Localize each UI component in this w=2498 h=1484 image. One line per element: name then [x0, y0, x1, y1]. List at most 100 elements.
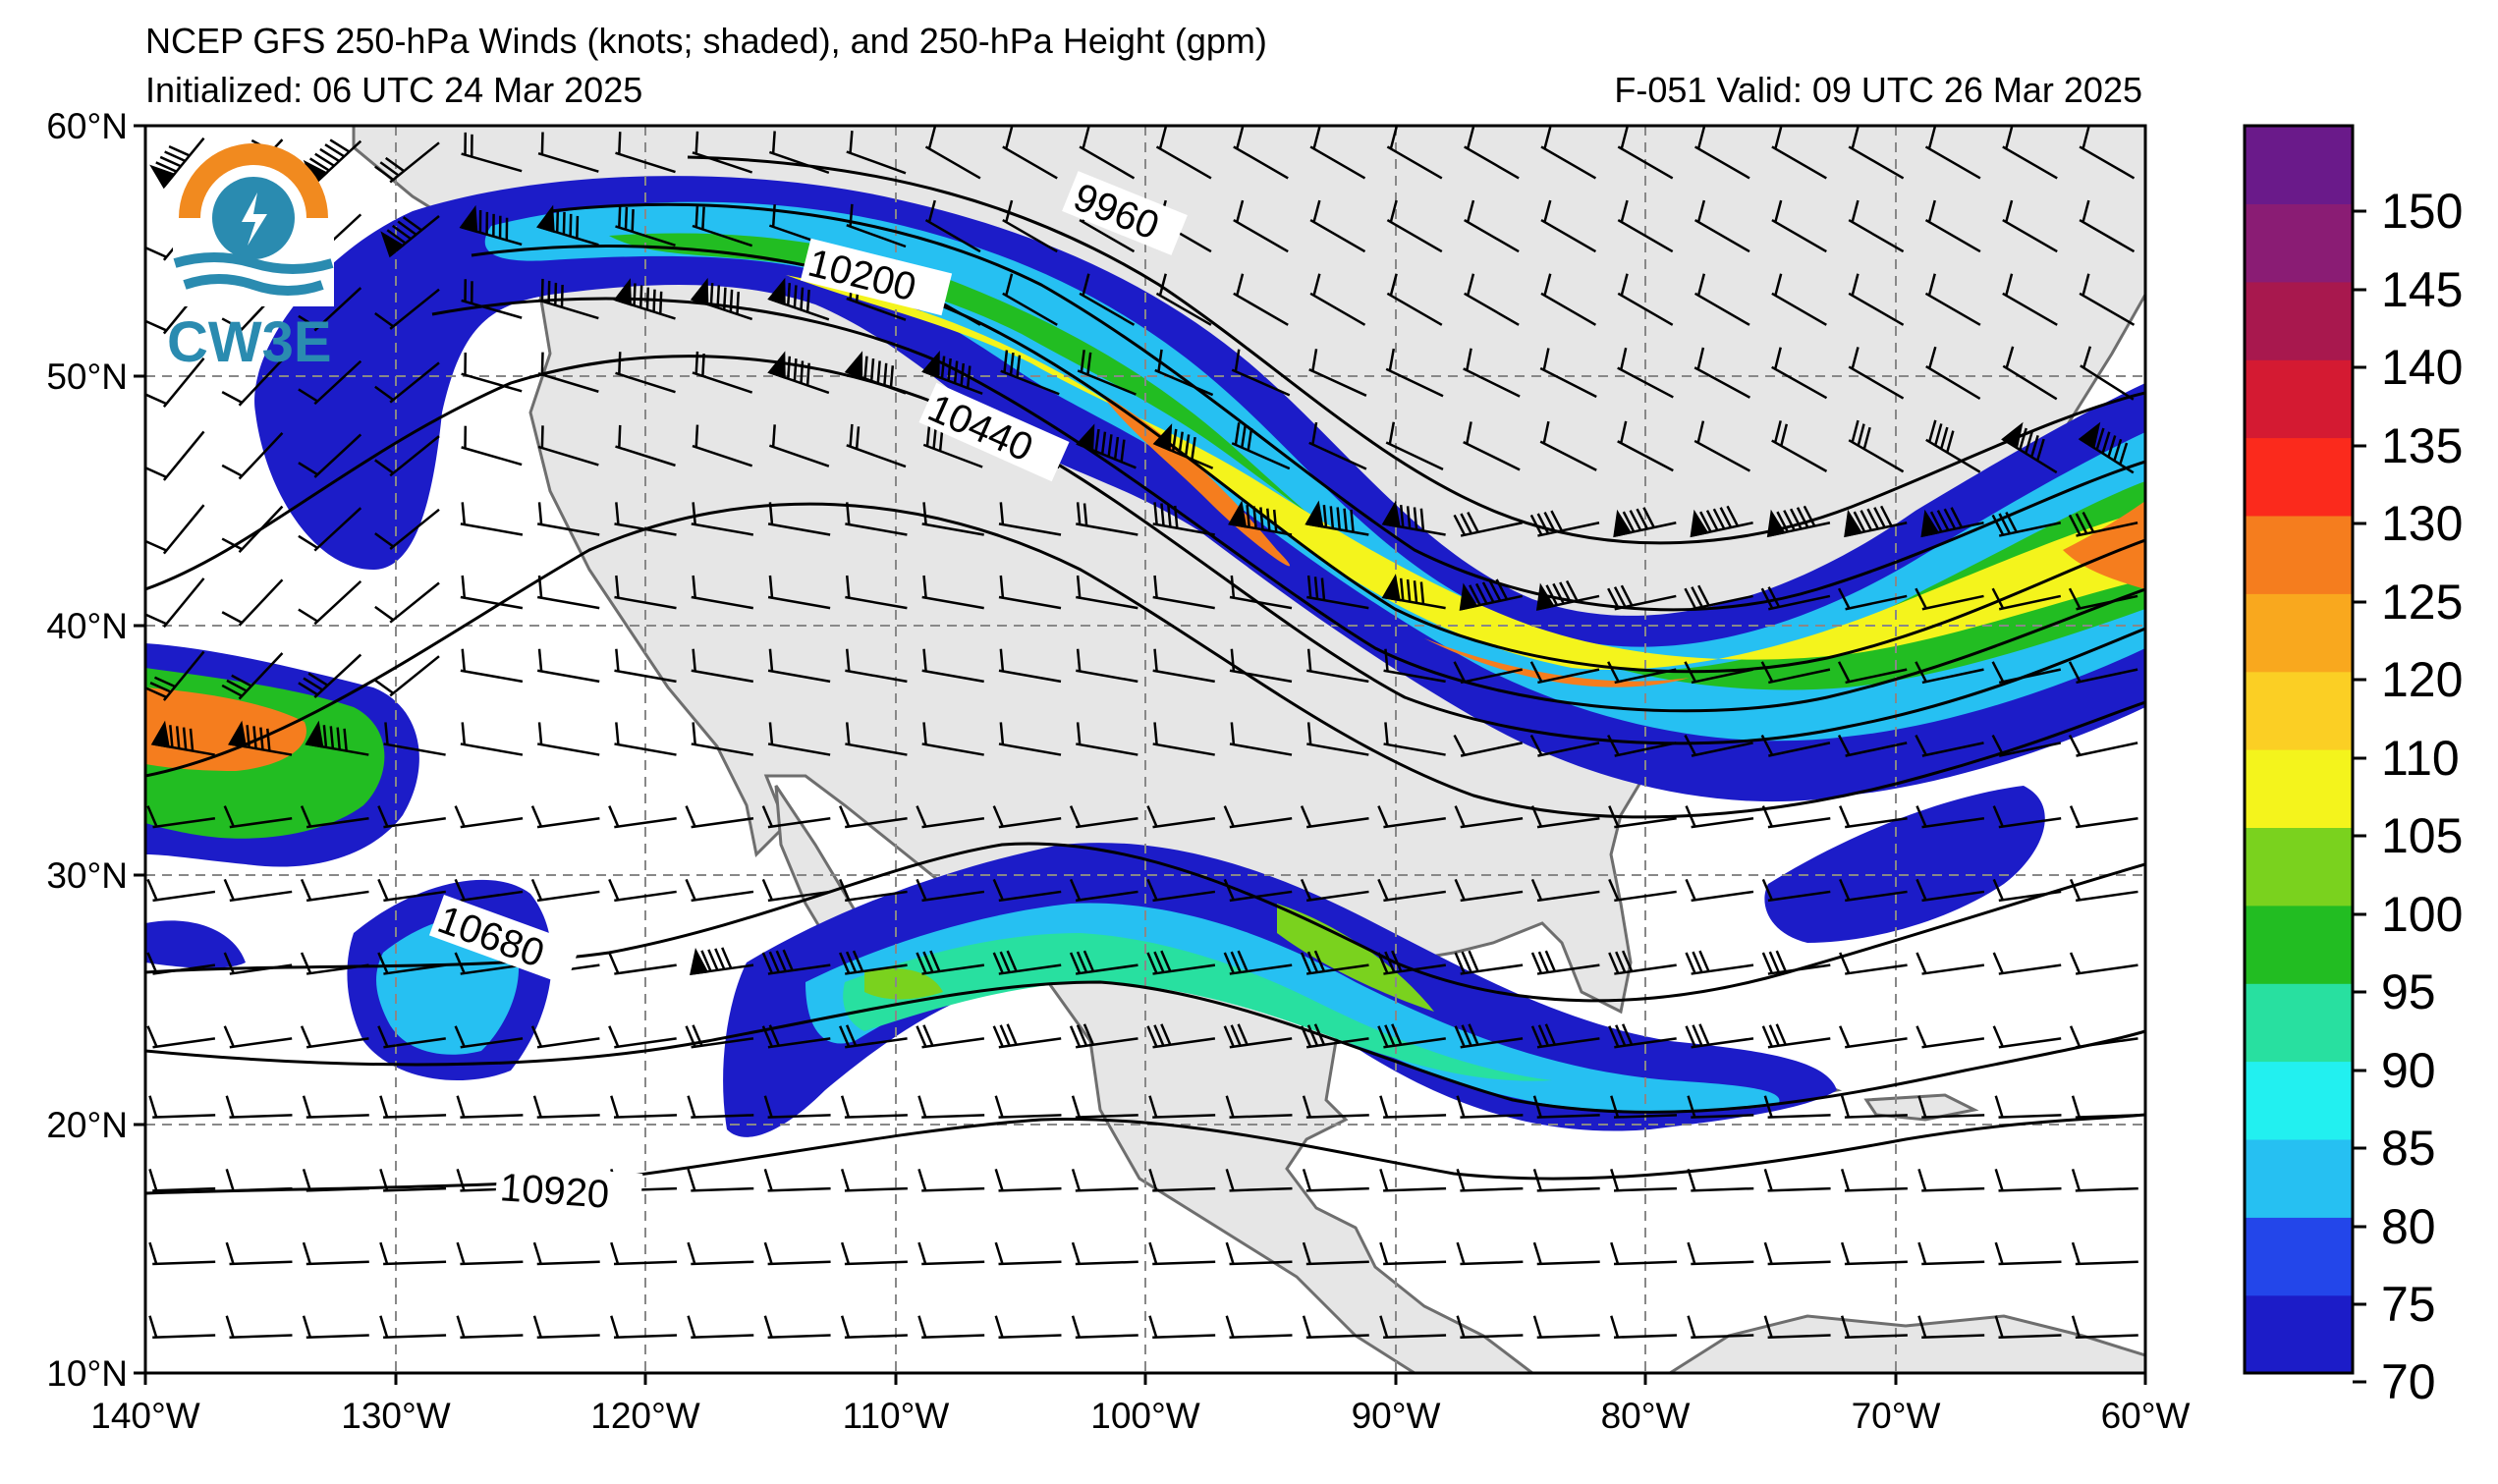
wind-barb [768, 424, 830, 467]
wind-barb [1924, 199, 1981, 253]
wind-barb [767, 648, 831, 684]
wind-barb [1071, 1169, 1138, 1192]
wind-barb [767, 351, 830, 395]
lon-label-110w: 110°W [843, 1396, 950, 1436]
wind-barb [1300, 878, 1369, 903]
wind-barb [535, 204, 599, 247]
wind-barb [1610, 1095, 1678, 1119]
cb-label-5: 95 [2381, 964, 2436, 1019]
wind-barb [2079, 273, 2136, 326]
wind-barb [228, 720, 293, 756]
wind-barb [1148, 1169, 1216, 1192]
wind-barb [1381, 500, 1446, 536]
cb-label-12: 135 [2381, 418, 2463, 473]
wind-barb [148, 1241, 216, 1266]
wind-barb [1530, 950, 1600, 975]
wind-barb [221, 432, 284, 480]
wind-barb [1617, 199, 1674, 253]
logo-wave-icon [173, 252, 334, 274]
wind-barb [1228, 500, 1293, 536]
wind-barb [613, 278, 676, 320]
wind-barb [1464, 127, 1520, 180]
wind-barb [1076, 423, 1137, 469]
wind-barb [1233, 127, 1289, 180]
wind-barb [225, 1095, 293, 1119]
wind-barb [916, 805, 985, 829]
wind-barb [921, 648, 984, 684]
wind-barb [1608, 1023, 1677, 1049]
wind-barb [1992, 952, 2062, 975]
wind-barb [1456, 1315, 1524, 1339]
wind-barb [1002, 199, 1058, 253]
wind-barb [454, 878, 524, 903]
wind-barb [1763, 1169, 1831, 1192]
wind-barb [1385, 421, 1444, 471]
wind-barb [1685, 878, 1754, 903]
lat-label-50n: 50°N [46, 357, 128, 397]
wind-barb [1229, 648, 1293, 684]
wind-barb [917, 1169, 985, 1192]
wind-barb [845, 502, 908, 536]
wind-barb [998, 648, 1062, 684]
wind-barb [1610, 1169, 1678, 1192]
wind-barb [298, 507, 362, 552]
wind-barb [1994, 1095, 2062, 1119]
wind-barb [615, 204, 676, 247]
wind-barb [1453, 661, 1523, 685]
wind-barb [1760, 586, 1831, 611]
wind-barb [839, 1024, 908, 1049]
wind-barb [302, 1241, 369, 1266]
wind-barb [922, 423, 983, 468]
wind-barb [1300, 950, 1369, 975]
wind-barb [537, 278, 599, 320]
wind-barb [1685, 805, 1754, 829]
wind-barb [1383, 648, 1446, 684]
wind-barb [615, 352, 676, 394]
wind-barb [302, 1169, 369, 1192]
wind-barb [844, 351, 907, 395]
wind-barb [298, 653, 362, 698]
wind-barb [377, 805, 446, 829]
wind-barb [1233, 199, 1289, 253]
wind-barb [1532, 1241, 1600, 1266]
wind-barb [839, 950, 908, 975]
wind-barb [1540, 273, 1597, 326]
wind-barb [1540, 127, 1597, 180]
colorbar [2243, 124, 2366, 1384]
wind-barb [846, 131, 907, 175]
wind-barb [1607, 584, 1677, 611]
wind-barb [1771, 273, 1827, 326]
contour-10560 [145, 502, 2145, 819]
wind-barb [1002, 127, 1058, 180]
wind-barb [1146, 805, 1216, 829]
wind-barb [1076, 575, 1138, 610]
wind-barb [145, 430, 205, 481]
colorbar-swatch [2245, 437, 2353, 517]
wind-barb [2069, 1025, 2138, 1049]
wind-barb [1771, 127, 1827, 180]
wind-barb [1379, 1241, 1447, 1266]
wind-barb [1760, 734, 1831, 757]
wind-barb [1540, 199, 1597, 253]
wind-barb [690, 277, 753, 321]
wind-barb [1687, 1315, 1754, 1339]
wind-barb [1532, 1169, 1600, 1192]
wind-barb [994, 1315, 1062, 1339]
wind-barb [1306, 722, 1369, 756]
cb-label-7: 105 [2381, 808, 2463, 863]
wind-barb [1848, 419, 1905, 473]
wind-barb [846, 423, 907, 468]
wind-barb [1152, 423, 1214, 469]
wind-barb [374, 581, 440, 624]
contour-10800 [145, 980, 2145, 1114]
wind-barb [2071, 1315, 2138, 1339]
lat-label-60n: 60°N [46, 106, 128, 146]
cb-label-6: 100 [2381, 887, 2463, 942]
contour-10320 [431, 297, 2145, 713]
lon-label-70w: 70°W [1852, 1396, 1941, 1436]
wind-barb [614, 648, 677, 684]
wind-barb [615, 132, 676, 174]
wind-barb [1152, 502, 1215, 536]
wind-barb [2068, 587, 2138, 611]
wind-barb [532, 1095, 600, 1119]
